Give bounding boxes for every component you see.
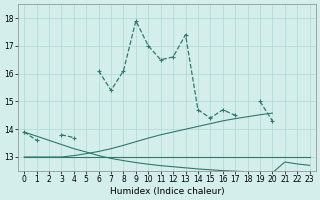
X-axis label: Humidex (Indice chaleur): Humidex (Indice chaleur) bbox=[109, 187, 224, 196]
